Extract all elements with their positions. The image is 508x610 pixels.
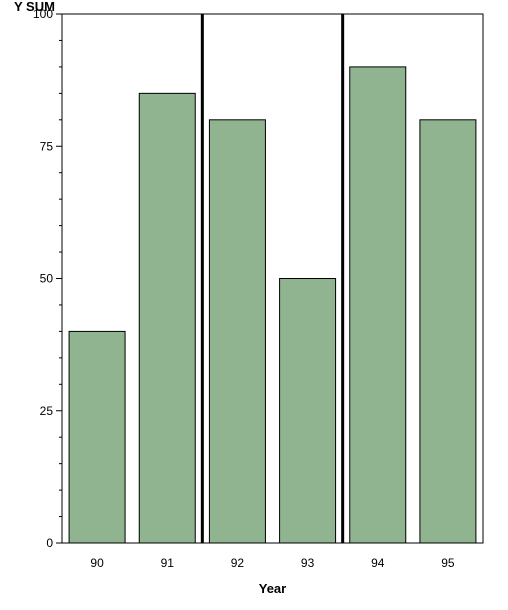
- y-axis: 0 25 50 75 100: [33, 7, 62, 550]
- bar-95: [419, 119, 477, 544]
- x-tick-label-93: 93: [301, 556, 315, 570]
- x-tick-label-90: 90: [90, 556, 104, 570]
- y-tick-label: 25: [40, 404, 54, 418]
- x-tick-label-94: 94: [371, 556, 385, 570]
- y-axis-title: Y SUM: [14, 0, 55, 14]
- y-tick-label: 100: [33, 7, 53, 21]
- y-tick-label: 50: [40, 272, 54, 286]
- bar-91: [138, 92, 196, 544]
- x-tick-label-95: 95: [441, 556, 455, 570]
- bars-group: [68, 66, 477, 544]
- bar-92: [208, 119, 266, 544]
- bar-90: [68, 330, 126, 544]
- x-tick-label-92: 92: [231, 556, 245, 570]
- x-axis: 90 91 92 93 94 95: [90, 556, 455, 570]
- y-tick-label: 0: [46, 536, 53, 550]
- x-tick-label-91: 91: [161, 556, 175, 570]
- y-tick-label: 75: [40, 139, 54, 153]
- x-axis-title: Year: [259, 581, 286, 596]
- bar-93: [279, 278, 337, 544]
- bar-94: [349, 66, 407, 544]
- reference-lines-group: [200, 14, 345, 543]
